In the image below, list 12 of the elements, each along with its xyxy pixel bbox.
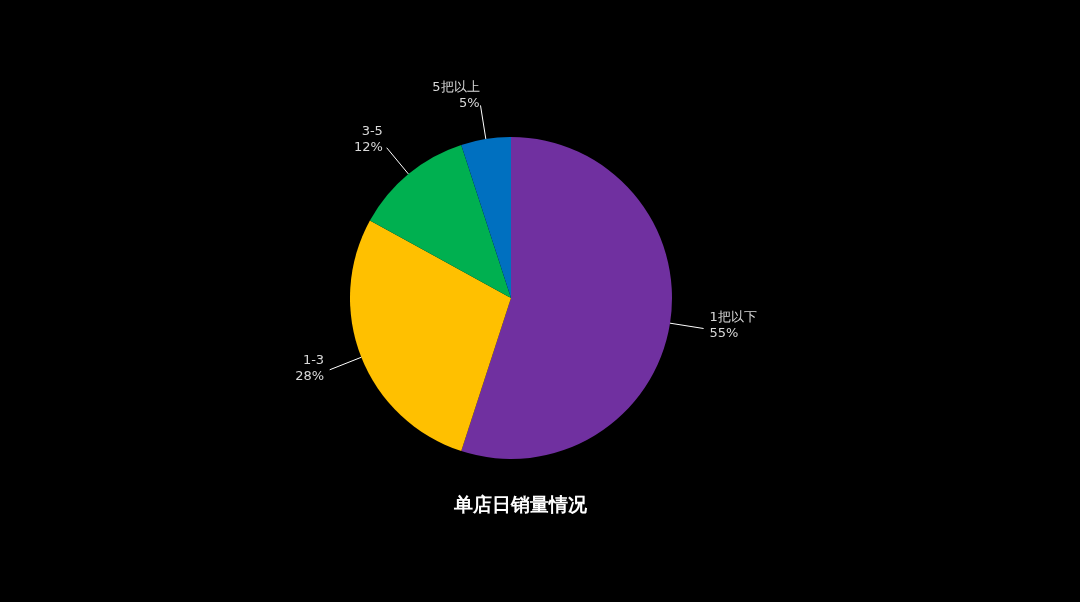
pie-slice — [461, 137, 511, 298]
data-label: 28% — [295, 367, 325, 383]
slice-label: 5把以上 — [432, 79, 480, 95]
slice-label: 3-5 — [361, 123, 383, 139]
pie-slice — [461, 137, 672, 459]
data-label: 5% — [458, 95, 480, 111]
pie-slice — [350, 220, 511, 452]
data-label: 55% — [709, 325, 739, 341]
slice-label: 1-3 — [302, 351, 325, 367]
slice-label: 1把以下 — [709, 309, 757, 325]
text: 单店日销量情况 — [452, 492, 588, 517]
data-label: 12% — [353, 139, 383, 155]
